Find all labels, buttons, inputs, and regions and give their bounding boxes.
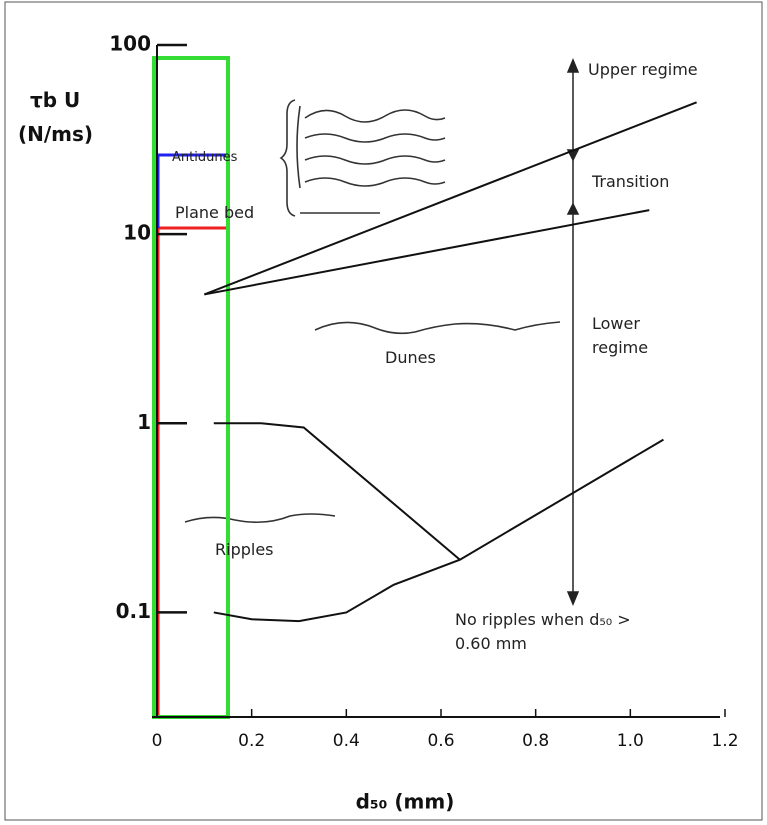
antidune-sketch xyxy=(305,178,445,186)
chart: d₅₀ (mm) 0.1 1 10 100 0 0.2 0.4 0.6 0.8 1.0 1.2 xyxy=(0,0,767,825)
arrow-head xyxy=(568,592,578,604)
annotation: Dunes xyxy=(385,346,436,370)
x-tick-label: 0 xyxy=(152,731,163,751)
y-tick-label: 10 xyxy=(123,221,151,245)
y-axis-label: (N/ms) xyxy=(18,122,93,146)
annotation: Antidunes xyxy=(172,146,237,170)
y-axis-label: τb U xyxy=(30,88,80,112)
x-tick-label: 1.0 xyxy=(617,731,644,751)
annotation: Transition xyxy=(592,170,742,194)
boundary-line xyxy=(204,102,696,294)
annotation: No ripples when d₅₀ > 0.60 mm xyxy=(455,608,665,656)
x-tick-label: 0.8 xyxy=(522,731,549,751)
antidune-sketch xyxy=(305,134,445,142)
annotation: Plane bed xyxy=(175,201,254,225)
x-tick-label: 0.4 xyxy=(333,731,360,751)
x-axis-label: d₅₀ (mm) xyxy=(356,790,455,814)
boundary-line xyxy=(204,210,649,294)
arrow-head xyxy=(568,60,578,72)
annotation: Upper regime xyxy=(588,58,698,82)
red-highlight xyxy=(158,228,228,717)
page: d₅₀ (mm) 0.1 1 10 100 0 0.2 0.4 0.6 0.8 1.0 1.2 τb… xyxy=(0,0,767,825)
dune-sketch xyxy=(315,322,560,333)
boundary-line xyxy=(214,440,664,621)
bedform-sketches xyxy=(185,100,560,522)
antidune-sketch xyxy=(305,156,445,164)
y-tick-label: 100 xyxy=(109,32,151,56)
regime-arrow xyxy=(568,60,578,604)
arrow-head xyxy=(568,204,578,214)
antidune-sketch xyxy=(305,110,445,122)
annotation: Ripples xyxy=(215,538,274,562)
brace xyxy=(297,106,300,188)
brace xyxy=(281,100,295,216)
annotation: Lower regime xyxy=(592,312,692,360)
y-tick-label: 0.1 xyxy=(116,599,151,623)
frame xyxy=(5,2,762,820)
x-tick-label: 0.2 xyxy=(238,731,265,751)
ripple-sketch xyxy=(185,514,335,522)
x-tick-label: 1.2 xyxy=(711,731,738,751)
x-tick-label: 0.6 xyxy=(427,731,454,751)
y-tick-label: 1 xyxy=(137,410,151,434)
